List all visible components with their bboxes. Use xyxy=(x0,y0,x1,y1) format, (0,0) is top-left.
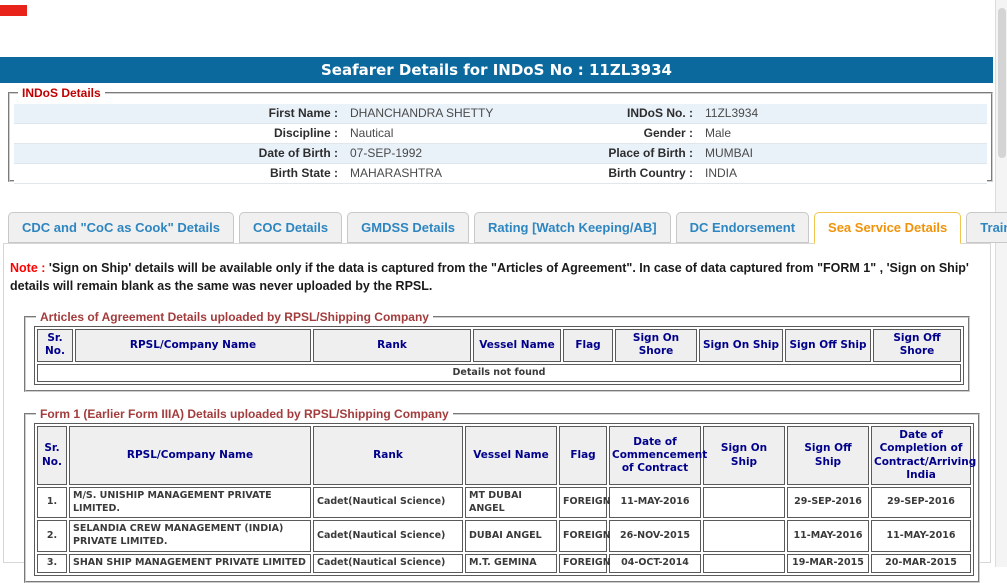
cell-vessel: MT DUBAI ANGEL xyxy=(465,486,557,519)
col-sign-on-ship: Sign On Ship xyxy=(699,329,783,362)
form1-row-3: 3. SHAN SHIP MANAGEMENT PRIVATE LIMITED … xyxy=(37,554,971,573)
dob-value: 07-SEP-1992 xyxy=(350,146,423,160)
first-name-label: First Name : xyxy=(268,106,338,120)
cell-date-completion: 29-SEP-2016 xyxy=(871,486,971,519)
articles-table: Sr. No. RPSL/Company Name Rank Vessel Na… xyxy=(34,326,964,386)
cell-date-commencement: 11-MAY-2016 xyxy=(609,486,701,519)
cell-rank: Cadet(Nautical Science) xyxy=(313,486,463,519)
note-text: 'Sign on Ship' details will be available… xyxy=(10,261,969,294)
cell-company: SHAN SHIP MANAGEMENT PRIVATE LIMITED xyxy=(69,554,311,573)
form1-row-1: 1. M/S. UNISHIP MANAGEMENT PRIVATE LIMIT… xyxy=(37,486,971,519)
page-title: Seafarer Details for INDoS No : 11ZL3934 xyxy=(0,57,993,83)
cell-date-completion: 20-MAR-2015 xyxy=(871,554,971,573)
col-flag: Flag xyxy=(559,426,607,485)
col-rank: Rank xyxy=(313,426,463,485)
cell-sign-on-ship xyxy=(703,486,785,519)
sign-on-ship-note: Note : 'Sign on Ship' details will be av… xyxy=(10,259,980,295)
indos-no-label: INDoS No. : xyxy=(627,106,693,120)
form1-header-row: Sr. No. RPSL/Company Name Rank Vessel Na… xyxy=(37,426,976,485)
col-rpsl-company: RPSL/Company Name xyxy=(75,329,311,362)
col-date-completion: Date of Completion of Contract/Arriving … xyxy=(871,426,976,485)
articles-legend: Articles of Agreement Details uploaded b… xyxy=(40,310,429,325)
place-of-birth-label: Place of Birth : xyxy=(608,146,693,160)
details-not-found-message: Details not found xyxy=(37,363,961,383)
col-sign-off-shore: Sign Off Shore xyxy=(873,329,961,362)
cell-company: M/S. UNISHIP MANAGEMENT PRIVATE LIMITED. xyxy=(69,486,311,519)
form1-table: Sr. No. RPSL/Company Name Rank Vessel Na… xyxy=(34,423,976,576)
indos-no-value: 11ZL3934 xyxy=(705,106,759,120)
detail-row-birth: Date of Birth : 07-SEP-1992 Place of Bir… xyxy=(14,144,987,164)
birth-state-label: Birth State : xyxy=(269,166,338,180)
discipline-value: Nautical xyxy=(350,126,394,140)
form1-row-2: 2. SELANDIA CREW MANAGEMENT (INDIA) PRIV… xyxy=(37,520,971,553)
scrollbar-thumb[interactable] xyxy=(998,8,1006,158)
cell-vessel: M.T. GEMINA xyxy=(465,554,557,573)
cell-sign-off-ship: 11-MAY-2016 xyxy=(787,520,869,553)
cell-sign-off-ship: 29-SEP-2016 xyxy=(787,486,869,519)
cell-date-completion: 11-MAY-2016 xyxy=(871,520,971,553)
cell-rank: Cadet(Nautical Science) xyxy=(313,520,463,553)
birth-country-value: INDIA xyxy=(705,166,738,180)
col-sign-on-shore: Sign On Shore xyxy=(615,329,697,362)
cell-sr-no: 2. xyxy=(37,520,67,553)
col-sign-off-ship: Sign Off Ship xyxy=(787,426,869,485)
col-sr-no: Sr. No. xyxy=(37,426,67,485)
tab-bar: CDC and "CoC as Cook" Details COC Detail… xyxy=(8,212,1007,244)
detail-row-name: First Name : DHANCHANDRA SHETTY INDoS No… xyxy=(14,104,987,124)
red-indicator xyxy=(0,5,27,16)
place-of-birth-value: MUMBAI xyxy=(705,146,753,160)
vertical-scrollbar[interactable] xyxy=(995,0,1007,567)
first-name-value: DHANCHANDRA SHETTY xyxy=(350,106,494,120)
birth-state-value: MAHARASHTRA xyxy=(350,166,443,180)
form1-section: Form 1 (Earlier Form IIIA) Details uploa… xyxy=(24,407,980,583)
col-vessel-name: Vessel Name xyxy=(465,426,557,485)
col-date-commencement: Date of Commencement of Contract xyxy=(609,426,707,485)
cell-flag: FOREIGN xyxy=(559,486,611,519)
col-sign-off-ship: Sign Off Ship xyxy=(785,329,871,362)
cell-vessel: DUBAI ANGEL xyxy=(465,520,557,553)
col-rank: Rank xyxy=(313,329,471,362)
articles-header-row: Sr. No. RPSL/Company Name Rank Vessel Na… xyxy=(37,329,961,362)
cell-date-commencement: 04-OCT-2014 xyxy=(609,554,701,573)
tab-coc-details[interactable]: COC Details xyxy=(238,212,343,243)
detail-row-discipline: Discipline : Nautical Gender : Male xyxy=(14,124,987,144)
col-sign-on-ship: Sign On Ship xyxy=(703,426,785,485)
dob-label: Date of Birth : xyxy=(258,146,338,160)
col-sr-no: Sr. No. xyxy=(37,329,73,362)
sea-service-tab-panel: Note : 'Sign on Ship' details will be av… xyxy=(3,243,991,583)
cell-sign-off-ship: 19-MAR-2015 xyxy=(787,554,869,573)
cell-sr-no: 3. xyxy=(37,554,67,573)
cell-rank: Cadet(Nautical Science) xyxy=(313,554,463,573)
gender-label: Gender : xyxy=(643,126,693,140)
articles-of-agreement-section: Articles of Agreement Details uploaded b… xyxy=(24,310,970,393)
col-vessel-name: Vessel Name xyxy=(473,329,561,362)
note-prefix: Note : xyxy=(10,261,46,275)
col-rpsl-company: RPSL/Company Name xyxy=(69,426,311,485)
discipline-label: Discipline : xyxy=(273,126,338,140)
cell-sr-no: 1. xyxy=(37,486,67,519)
birth-country-label: Birth Country : xyxy=(608,166,693,180)
cell-sign-on-ship xyxy=(703,520,785,553)
tab-dc-endorsement[interactable]: DC Endorsement xyxy=(675,212,810,243)
articles-empty-row: Details not found xyxy=(37,363,961,383)
tab-training-details[interactable]: Training Details xyxy=(966,212,1007,243)
col-flag: Flag xyxy=(563,329,613,362)
detail-row-state: Birth State : MAHARASHTRA Birth Country … xyxy=(14,164,987,184)
cell-date-commencement: 26-NOV-2015 xyxy=(609,520,701,553)
gender-value: Male xyxy=(705,126,732,140)
cell-flag: FOREIGN xyxy=(559,554,611,573)
tab-rating-watch-keeping[interactable]: Rating [Watch Keeping/AB] xyxy=(474,212,671,243)
indos-details-legend: INDoS Details xyxy=(22,86,101,100)
form1-legend: Form 1 (Earlier Form IIIA) Details uploa… xyxy=(40,407,449,422)
cell-flag: FOREIGN xyxy=(559,520,611,553)
tab-gmdss-details[interactable]: GMDSS Details xyxy=(347,212,470,243)
tab-sea-service-details[interactable]: Sea Service Details xyxy=(814,212,962,244)
cell-company: SELANDIA CREW MANAGEMENT (INDIA) PRIVATE… xyxy=(69,520,311,553)
tab-cdc-coc-as-cook[interactable]: CDC and "CoC as Cook" Details xyxy=(8,212,234,243)
cell-sign-on-ship xyxy=(703,554,785,573)
indos-details-section: INDoS Details First Name : DHANCHANDRA S… xyxy=(8,86,993,184)
